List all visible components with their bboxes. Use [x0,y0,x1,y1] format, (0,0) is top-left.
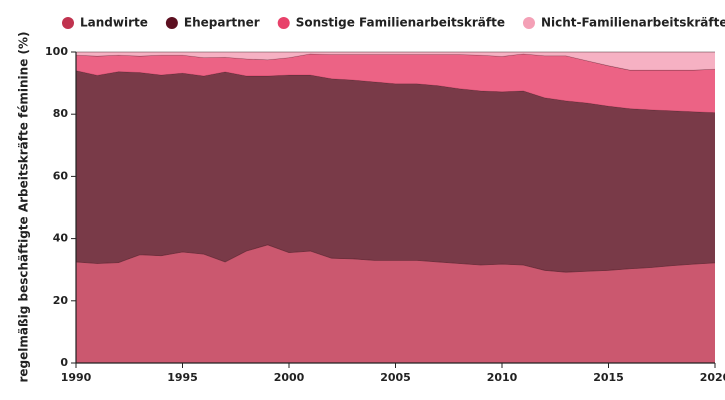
legend-marker [165,17,178,29]
legend-label: Ehepartner [184,16,260,30]
x-tick-label: 1995 [167,371,198,384]
area [76,70,715,273]
y-tick-label: 20 [53,294,69,307]
x-tick-label: 2010 [487,371,518,384]
legend-label: Landwirte [80,16,148,30]
legend-marker [62,17,74,29]
x-tick-label: 2000 [274,371,305,384]
x-tick-label: 2015 [593,371,624,384]
y-tick-label: 0 [60,356,68,369]
y-axis-label: regelmäßig beschäftigte Arbeitskräfte fé… [17,31,31,382]
y-tick-label: 40 [53,232,69,245]
area [76,52,715,71]
x-tick-label: 1990 [61,371,92,384]
legend-label: Nicht-Familienarbeitskräfte [541,16,725,30]
legend-label: Sonstige Familienarbeitskräfte [296,16,505,30]
legend-marker [277,17,290,29]
area [76,53,715,113]
y-tick-label: 80 [53,107,69,120]
legend-marker [522,17,535,29]
x-tick-label: 2020 [700,371,725,384]
x-tick-label: 2005 [380,371,411,384]
y-tick-label: 60 [53,169,69,182]
area [76,244,715,363]
y-tick-label: 100 [45,45,68,58]
